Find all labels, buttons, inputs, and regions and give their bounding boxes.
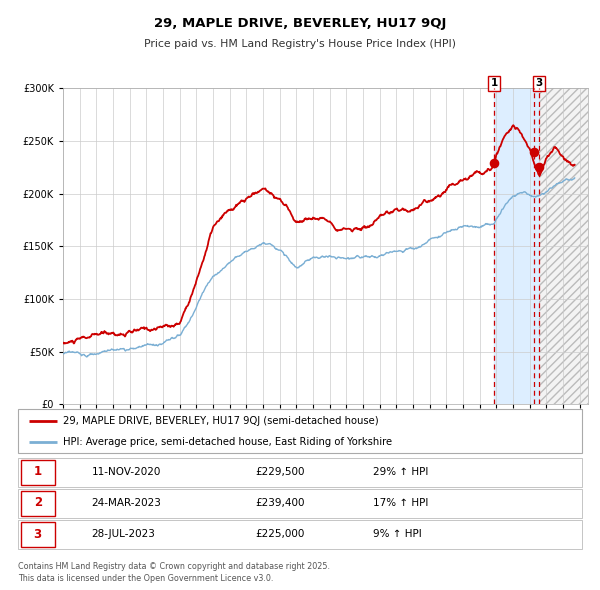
Text: 29, MAPLE DRIVE, BEVERLEY, HU17 9QJ: 29, MAPLE DRIVE, BEVERLEY, HU17 9QJ: [154, 17, 446, 30]
Text: 29, MAPLE DRIVE, BEVERLEY, HU17 9QJ (semi-detached house): 29, MAPLE DRIVE, BEVERLEY, HU17 9QJ (sem…: [63, 416, 379, 426]
Bar: [539, 88, 588, 404]
Text: 2: 2: [34, 496, 42, 509]
Text: Contains HM Land Registry data © Crown copyright and database right 2025.
This d: Contains HM Land Registry data © Crown c…: [18, 562, 330, 583]
Bar: [21, 491, 55, 516]
Point: [535, 163, 544, 172]
Bar: [494, 88, 539, 404]
Text: £239,400: £239,400: [255, 498, 304, 508]
Bar: [21, 460, 55, 485]
Text: 28-JUL-2023: 28-JUL-2023: [91, 529, 155, 539]
Text: 9% ↑ HPI: 9% ↑ HPI: [373, 529, 422, 539]
Text: 3: 3: [34, 527, 42, 540]
Text: £229,500: £229,500: [255, 467, 304, 477]
Text: Price paid vs. HM Land Registry's House Price Index (HPI): Price paid vs. HM Land Registry's House …: [144, 39, 456, 49]
Text: 29% ↑ HPI: 29% ↑ HPI: [373, 467, 428, 477]
Text: 11-NOV-2020: 11-NOV-2020: [91, 467, 161, 477]
Point: [490, 158, 499, 168]
Bar: [21, 522, 55, 548]
Text: 17% ↑ HPI: 17% ↑ HPI: [373, 498, 428, 508]
Text: 3: 3: [536, 78, 543, 88]
Bar: [539, 88, 588, 404]
Text: HPI: Average price, semi-detached house, East Riding of Yorkshire: HPI: Average price, semi-detached house,…: [63, 437, 392, 447]
Text: 1: 1: [491, 78, 498, 88]
Text: £225,000: £225,000: [255, 529, 304, 539]
Text: 24-MAR-2023: 24-MAR-2023: [91, 498, 161, 508]
Text: 1: 1: [34, 465, 42, 478]
Point: [529, 148, 538, 157]
